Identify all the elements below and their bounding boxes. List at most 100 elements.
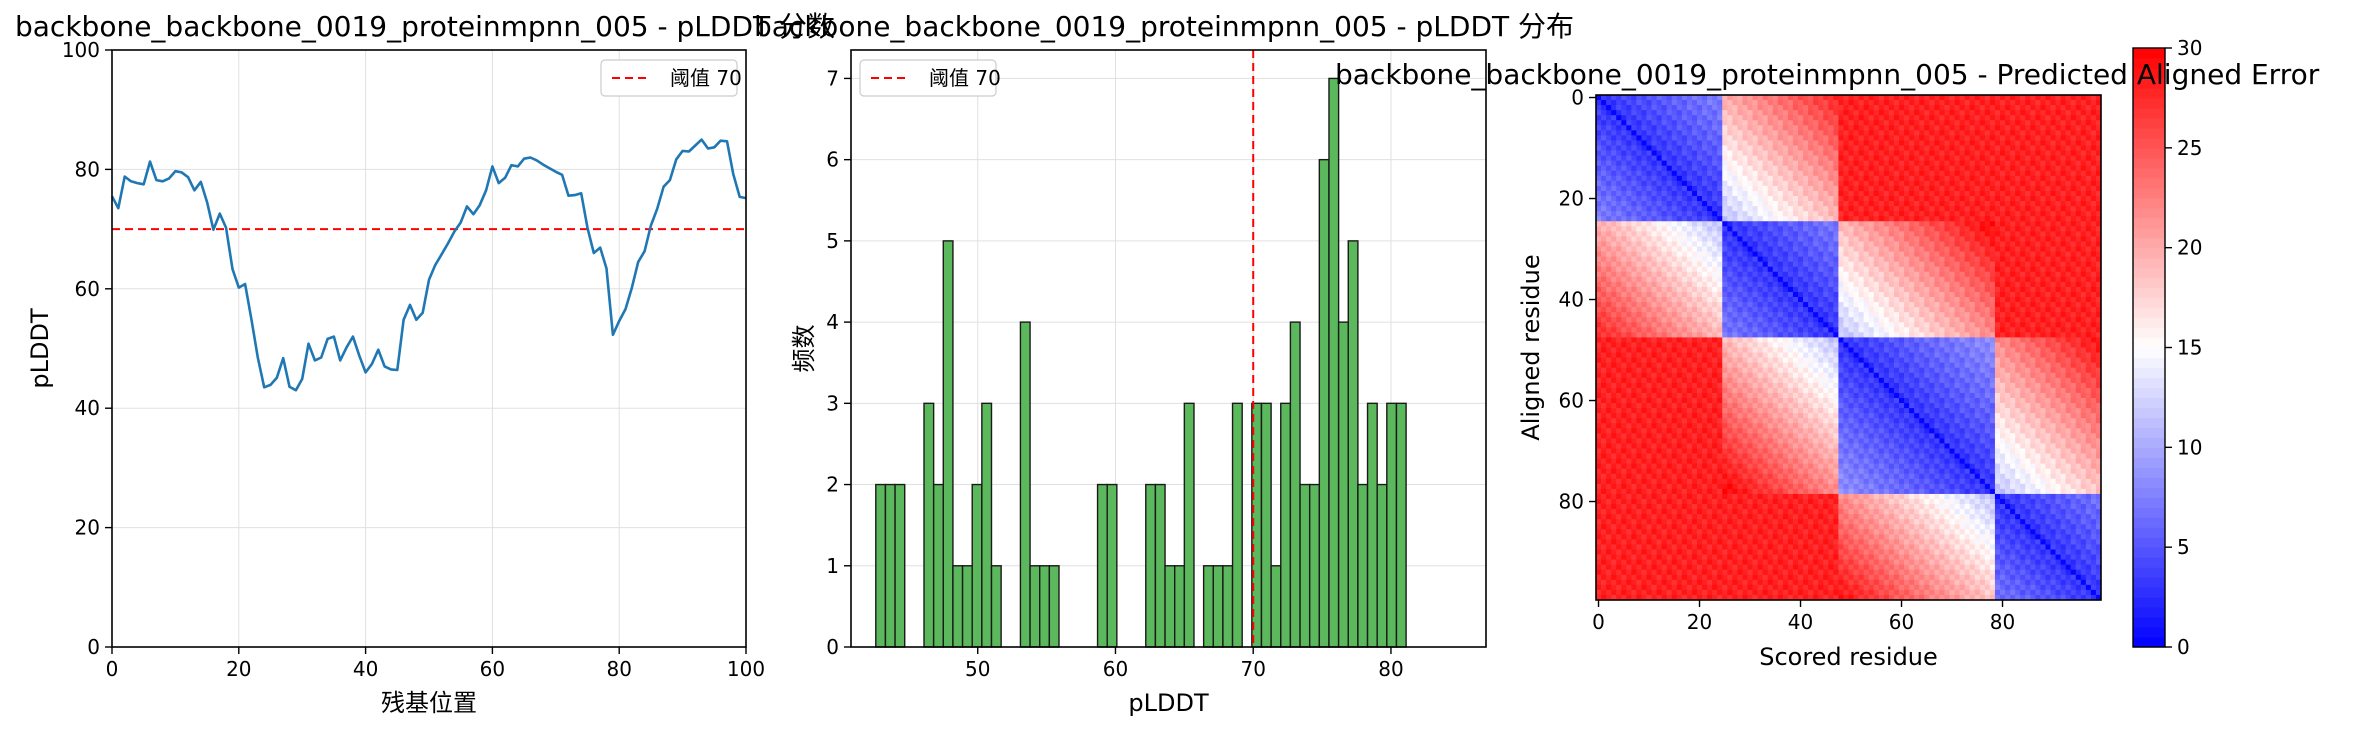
heatmap-cell — [1808, 115, 1814, 121]
heatmap-cell — [1934, 281, 1940, 288]
heatmap-cell — [1596, 216, 1602, 222]
heatmap-cell — [2060, 251, 2067, 257]
heatmap-cell — [1686, 155, 1693, 162]
heatmap-cell — [1631, 256, 1637, 263]
heatmap-cell — [1974, 256, 1981, 263]
heatmap-cell — [1681, 251, 1688, 257]
heatmap-cell — [1984, 170, 1991, 177]
heatmap-cell — [2095, 201, 2102, 207]
heatmap-cell — [1702, 170, 1708, 177]
heatmap-cell — [1767, 175, 1774, 182]
heatmap-cell — [1909, 226, 1915, 232]
heatmap-cell — [1939, 201, 1945, 207]
heatmap-cell — [1878, 95, 1885, 101]
heatmap-cell — [2095, 206, 2102, 212]
heatmap-cell — [1747, 125, 1753, 131]
heatmap-cell — [1697, 185, 1703, 192]
heatmap-cell — [1838, 180, 1844, 187]
heatmap-cell — [2035, 95, 2041, 101]
heatmap-cell — [2085, 135, 2092, 141]
heatmap-cell — [1994, 135, 2001, 141]
heatmap-cell — [1737, 271, 1743, 278]
heatmap-cell — [2005, 327, 2011, 333]
heatmap-cell — [1969, 120, 1976, 126]
x-tick-label: 40 — [353, 657, 378, 681]
heatmap-cell — [1752, 231, 1758, 237]
heatmap-cell — [1757, 291, 1764, 298]
histogram-bar — [952, 565, 964, 648]
heatmap-cell — [1979, 266, 1986, 273]
heatmap-cell — [1656, 286, 1663, 293]
heatmap-cell — [1929, 105, 1935, 111]
heatmap-cell — [2020, 241, 2026, 247]
y-tick-label: 60 — [75, 277, 100, 301]
heatmap-cell — [1823, 165, 1829, 172]
heatmap-cell — [1944, 286, 1950, 293]
heatmap-cell — [1853, 266, 1859, 273]
heatmap-cell — [1883, 155, 1890, 162]
heatmap-cell — [1979, 231, 1986, 237]
heatmap-cell — [1838, 312, 1844, 318]
heatmap-cell — [1873, 291, 1880, 298]
heatmap-cell — [1626, 100, 1632, 106]
heatmap-cell — [2070, 145, 2077, 151]
heatmap-cell — [1611, 115, 1617, 121]
heatmap-cell — [1651, 317, 1657, 323]
heatmap-cell — [1661, 291, 1668, 298]
heatmap-cell — [1944, 251, 1950, 257]
heatmap-cell — [1848, 241, 1854, 247]
heatmap-cell — [1909, 312, 1915, 318]
heatmap-cell — [1813, 201, 1819, 207]
heatmap-cell — [2010, 332, 2016, 338]
heatmap-cell — [1924, 261, 1930, 268]
heatmap-cell — [2085, 190, 2092, 197]
heatmap-cell — [1893, 327, 1900, 333]
heatmap-cell — [1636, 185, 1642, 192]
heatmap-cell — [1671, 170, 1678, 177]
heatmap-cell — [1626, 307, 1632, 313]
heatmap-cell — [2070, 307, 2077, 313]
heatmap-cell — [1909, 155, 1915, 162]
heatmap-cell — [1989, 120, 1996, 126]
heatmap-cell — [1833, 175, 1839, 182]
heatmap-cell — [1707, 115, 1713, 121]
heatmap-cell — [1752, 175, 1758, 182]
heatmap-cell — [2075, 312, 2082, 318]
heatmap-cell — [1621, 190, 1627, 197]
heatmap-cell — [1994, 302, 2001, 308]
heatmap-cell — [1833, 155, 1839, 162]
heatmap-cell — [1777, 337, 1784, 343]
heatmap-cell — [2085, 201, 2092, 207]
heatmap-cell — [1717, 291, 1723, 298]
heatmap-cell — [1631, 327, 1637, 333]
heatmap-cell — [1737, 241, 1743, 247]
heatmap-cell — [1636, 196, 1642, 202]
heatmap-cell — [1813, 307, 1819, 313]
heatmap-cell — [1974, 125, 1981, 131]
heatmap-cell — [1843, 201, 1849, 207]
heatmap-cell — [1818, 150, 1824, 156]
heatmap-cell — [1742, 180, 1748, 187]
heatmap-cell — [1697, 105, 1703, 111]
heatmap-cell — [2075, 332, 2082, 338]
heatmap-cell — [2075, 165, 2082, 172]
heatmap-cell — [2015, 317, 2021, 323]
heatmap-cell — [1858, 145, 1865, 151]
heatmap-cell — [1666, 140, 1673, 146]
heatmap-cell — [1777, 190, 1784, 197]
heatmap-cell — [1823, 337, 1829, 343]
heatmap-cell — [1636, 241, 1642, 247]
heatmap-cell — [1722, 271, 1728, 278]
heatmap-cell — [1863, 155, 1870, 162]
heatmap-cell — [2085, 276, 2092, 283]
heatmap-cell — [1818, 125, 1824, 131]
heatmap-cell — [1676, 312, 1683, 318]
heatmap-cell — [1873, 190, 1880, 197]
heatmap-cell — [1919, 251, 1925, 257]
heatmap-cell — [1914, 327, 1920, 333]
heatmap-cell — [1964, 297, 1971, 303]
heatmap-cell — [1772, 115, 1779, 121]
heatmap-cell — [1868, 135, 1875, 141]
heatmap-cell — [2055, 246, 2061, 252]
heatmap-cell — [1727, 211, 1733, 217]
